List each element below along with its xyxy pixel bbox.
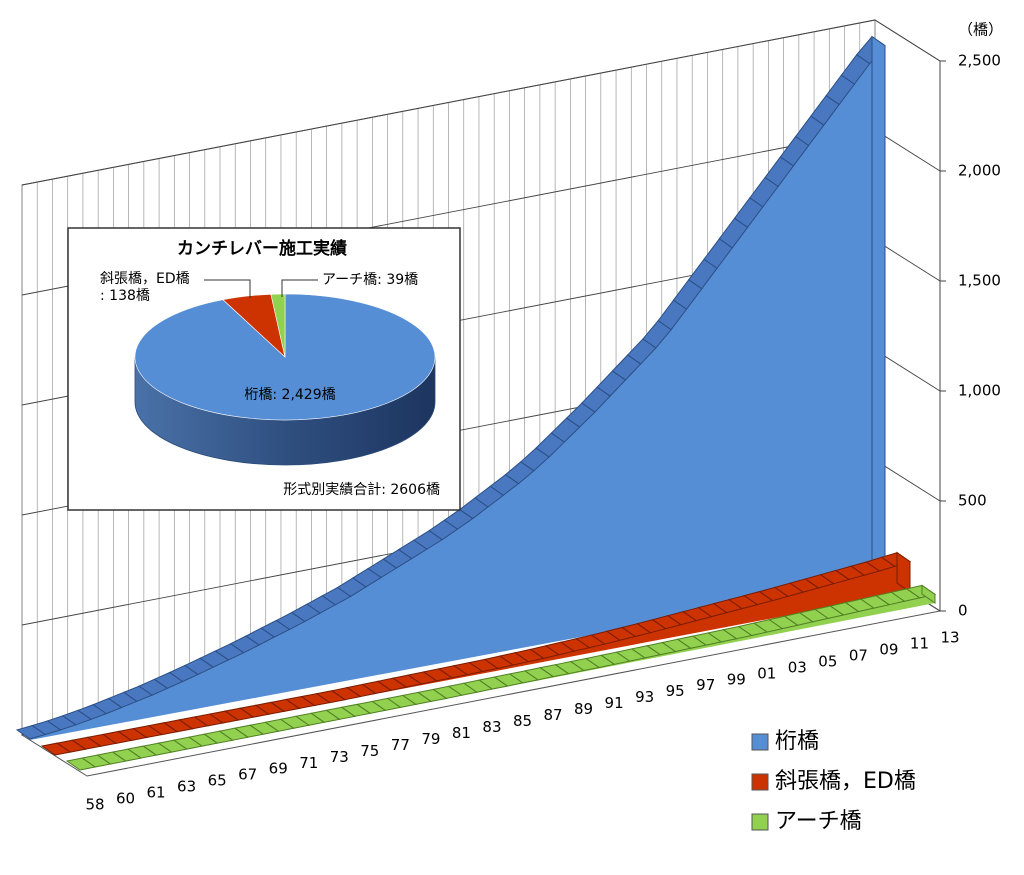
pie-label: 斜張橋，ED橋: 138橋	[100, 271, 190, 304]
legend-label: 桁橋	[775, 729, 819, 754]
x-tick-label: 63	[177, 778, 196, 796]
legend-swatch	[751, 813, 769, 831]
x-tick-label: 75	[360, 742, 379, 760]
side-grid-line	[874, 129, 941, 172]
x-tick-label: 61	[147, 784, 166, 802]
x-tick-label: 91	[605, 694, 624, 712]
x-tick-label: 83	[482, 718, 501, 736]
x-tick-label: 67	[238, 766, 257, 784]
leader-line	[204, 279, 251, 298]
leader-line	[281, 279, 318, 297]
x-tick-label: 97	[696, 676, 715, 694]
ribbon-end	[871, 35, 886, 581]
legend-label: アーチ橋	[775, 809, 862, 834]
ribbon-end	[921, 584, 936, 604]
pie-label: アーチ橋: 39橋	[322, 272, 418, 288]
x-tick-label: 65	[208, 772, 227, 790]
x-tick-label: 05	[818, 652, 837, 670]
x-tick-label: 95	[666, 682, 685, 700]
side-grid-line	[874, 19, 941, 62]
x-tick-label: 03	[788, 658, 807, 676]
x-tick-label: 77	[391, 736, 410, 754]
side-grid-line	[874, 459, 941, 502]
legend-label: 斜張橋，ED橋	[775, 769, 916, 794]
y-tick-label: 1,000	[958, 382, 1001, 400]
y-tick-label: 2,500	[958, 52, 1001, 70]
x-tick-label: 01	[757, 664, 776, 682]
x-tick-label: 69	[269, 760, 288, 778]
x-tick-label: 87	[543, 706, 562, 724]
x-tick-label: 89	[574, 700, 593, 718]
x-tick-label: 71	[299, 754, 318, 772]
side-grid-line	[874, 239, 941, 282]
x-tick-label: 09	[879, 640, 898, 658]
x-tick-label: 79	[421, 730, 440, 748]
unit-label: （橋）	[958, 21, 1003, 39]
x-tick-label: 13	[940, 629, 959, 647]
x-tick-label: 58	[85, 796, 104, 814]
ribbon-end	[896, 551, 911, 593]
x-tick-label: 99	[727, 670, 746, 688]
x-tick-label: 60	[116, 790, 135, 808]
x-tick-label: 11	[910, 634, 929, 652]
area	[30, 45, 885, 741]
y-tick-label: 500	[958, 492, 987, 510]
pie-label: 桁橋: 2,429橋	[244, 387, 335, 403]
side-grid-line	[874, 349, 941, 392]
grid-line	[21, 19, 876, 186]
x-tick-label: 93	[635, 688, 654, 706]
y-tick-label: 0	[958, 602, 968, 620]
pie-title: カンチレバー施工実績	[177, 238, 347, 259]
x-tick-label: 07	[849, 646, 868, 664]
x-tick-label: 81	[452, 724, 471, 742]
legend-swatch	[751, 773, 769, 791]
pie-note: 形式別実績合計: 2606橋	[283, 482, 440, 498]
y-tick-label: 1,500	[958, 272, 1001, 290]
legend-swatch	[751, 733, 769, 751]
x-tick-label: 85	[513, 712, 532, 730]
x-tick-label: 73	[330, 748, 349, 766]
pie-slice	[270, 293, 286, 358]
y-tick-label: 2,000	[958, 162, 1001, 180]
pie-inset: カンチレバー施工実績 形式別実績合計: 2606橋 桁橋: 2,429橋 斜張橋，…	[67, 227, 461, 511]
